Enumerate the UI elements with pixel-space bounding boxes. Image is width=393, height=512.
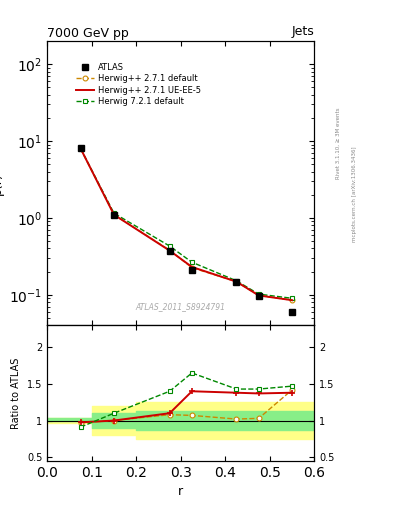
Y-axis label: Ratio to ATLAS: Ratio to ATLAS <box>11 357 21 429</box>
X-axis label: r: r <box>178 485 184 498</box>
Text: Rivet 3.1.10, ≥ 3M events: Rivet 3.1.10, ≥ 3M events <box>336 108 341 179</box>
Y-axis label: ρ(r): ρ(r) <box>0 172 4 195</box>
Legend: ATLAS, Herwig++ 2.7.1 default, Herwig++ 2.7.1 UE-EE-5, Herwig 7.2.1 default: ATLAS, Herwig++ 2.7.1 default, Herwig++ … <box>73 59 204 110</box>
Text: ATLAS_2011_S8924791: ATLAS_2011_S8924791 <box>136 302 226 311</box>
Text: mcplots.cern.ch [arXiv:1306.3436]: mcplots.cern.ch [arXiv:1306.3436] <box>352 147 357 242</box>
Text: 7000 GeV pp: 7000 GeV pp <box>47 27 129 40</box>
Text: Jets: Jets <box>292 25 314 38</box>
